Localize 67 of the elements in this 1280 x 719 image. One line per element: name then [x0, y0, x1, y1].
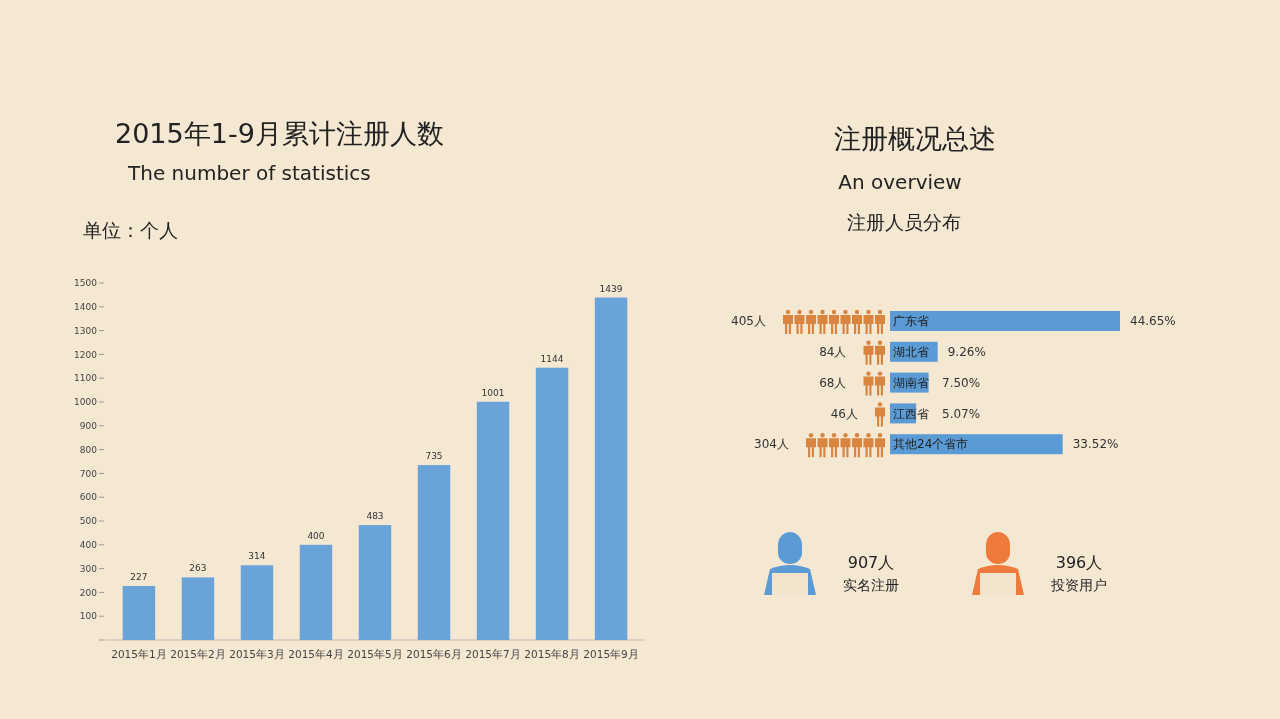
- y-tick-label: 1400: [74, 301, 98, 312]
- chart-title: 2015年1-9月累计注册人数: [115, 118, 444, 149]
- y-tick-label: 1100: [74, 373, 98, 384]
- text: 注册人员分布: [847, 211, 961, 233]
- bar: [240, 565, 274, 640]
- bar: [181, 577, 215, 640]
- data-label: 400: [307, 530, 325, 541]
- text: 46人: [830, 406, 858, 421]
- y-tick-label: 800: [79, 444, 98, 455]
- x-tick-label: 2015年9月: [583, 648, 639, 660]
- bar: [358, 525, 392, 640]
- data-label: 7.50%: [942, 375, 981, 390]
- y-tick-label: 500: [79, 516, 98, 527]
- y-tick-label: 1500: [74, 278, 98, 289]
- x-tick-label: 2015年7月: [465, 648, 521, 660]
- text: 396人: [1055, 553, 1103, 572]
- data-label: 735: [425, 451, 443, 462]
- data-label: 483: [366, 511, 384, 522]
- y-tick-label: 700: [79, 468, 98, 479]
- bar: [594, 297, 628, 640]
- bar: [122, 585, 156, 640]
- x-tick-label: 2015年6月: [406, 648, 462, 660]
- y-tick-label: 1000: [74, 397, 98, 408]
- bar: [417, 465, 451, 640]
- y-tick-label: 200: [79, 587, 98, 598]
- text: 405人: [731, 314, 766, 329]
- y-tick-label: 1200: [74, 349, 98, 360]
- y-tick-label: 400: [79, 539, 98, 550]
- text: 304人: [754, 437, 789, 452]
- x-tick-label: 2015年4月: [288, 648, 344, 660]
- x-tick-label: 2015年5月: [347, 648, 403, 660]
- data-label: 33.52%: [1072, 437, 1119, 452]
- bar: [476, 401, 510, 640]
- data-label: 5.07%: [942, 406, 981, 421]
- x-tick-label: 2015年2月: [170, 648, 226, 660]
- data-label: 1001: [481, 387, 505, 398]
- x-tick-label: 2015年8月: [524, 648, 580, 660]
- data-label: 263: [189, 563, 207, 574]
- data-label: 314: [248, 551, 266, 562]
- chart-subtitle: An overview: [838, 170, 962, 194]
- x-tick-label: 2015年3月: [229, 648, 285, 660]
- y-tick-label: 湖南省: [893, 375, 929, 390]
- y-tick-label: 其他24个省市: [893, 437, 969, 452]
- y-tick-label: 900: [79, 420, 98, 431]
- chart-title: 注册概况总述: [834, 123, 996, 154]
- text: 907人: [847, 553, 895, 572]
- y-tick-label: 广东省: [893, 314, 929, 329]
- y-tick-label: 300: [79, 563, 98, 574]
- text: 投资用户: [1050, 577, 1107, 593]
- data-label: 1439: [599, 283, 623, 294]
- bar: [535, 367, 569, 640]
- data-label: 227: [130, 571, 148, 582]
- bar: [890, 311, 1120, 331]
- x-tick-label: 2015年1月: [111, 648, 167, 660]
- text: 68人: [819, 375, 847, 390]
- y-axis-title: 单位：个人: [83, 219, 178, 241]
- y-tick-label: 湖北省: [893, 345, 929, 359]
- text: 实名注册: [843, 577, 899, 593]
- y-tick-label: 100: [79, 611, 98, 622]
- y-tick-label: 1300: [74, 325, 98, 336]
- text: 84人: [819, 345, 847, 359]
- data-label: 44.65%: [1130, 314, 1176, 329]
- bar: [299, 544, 333, 640]
- chart-subtitle: The number of statistics: [127, 161, 371, 185]
- y-tick-label: 600: [79, 492, 98, 503]
- data-label: 9.26%: [947, 345, 986, 359]
- data-label: 1144: [540, 353, 564, 364]
